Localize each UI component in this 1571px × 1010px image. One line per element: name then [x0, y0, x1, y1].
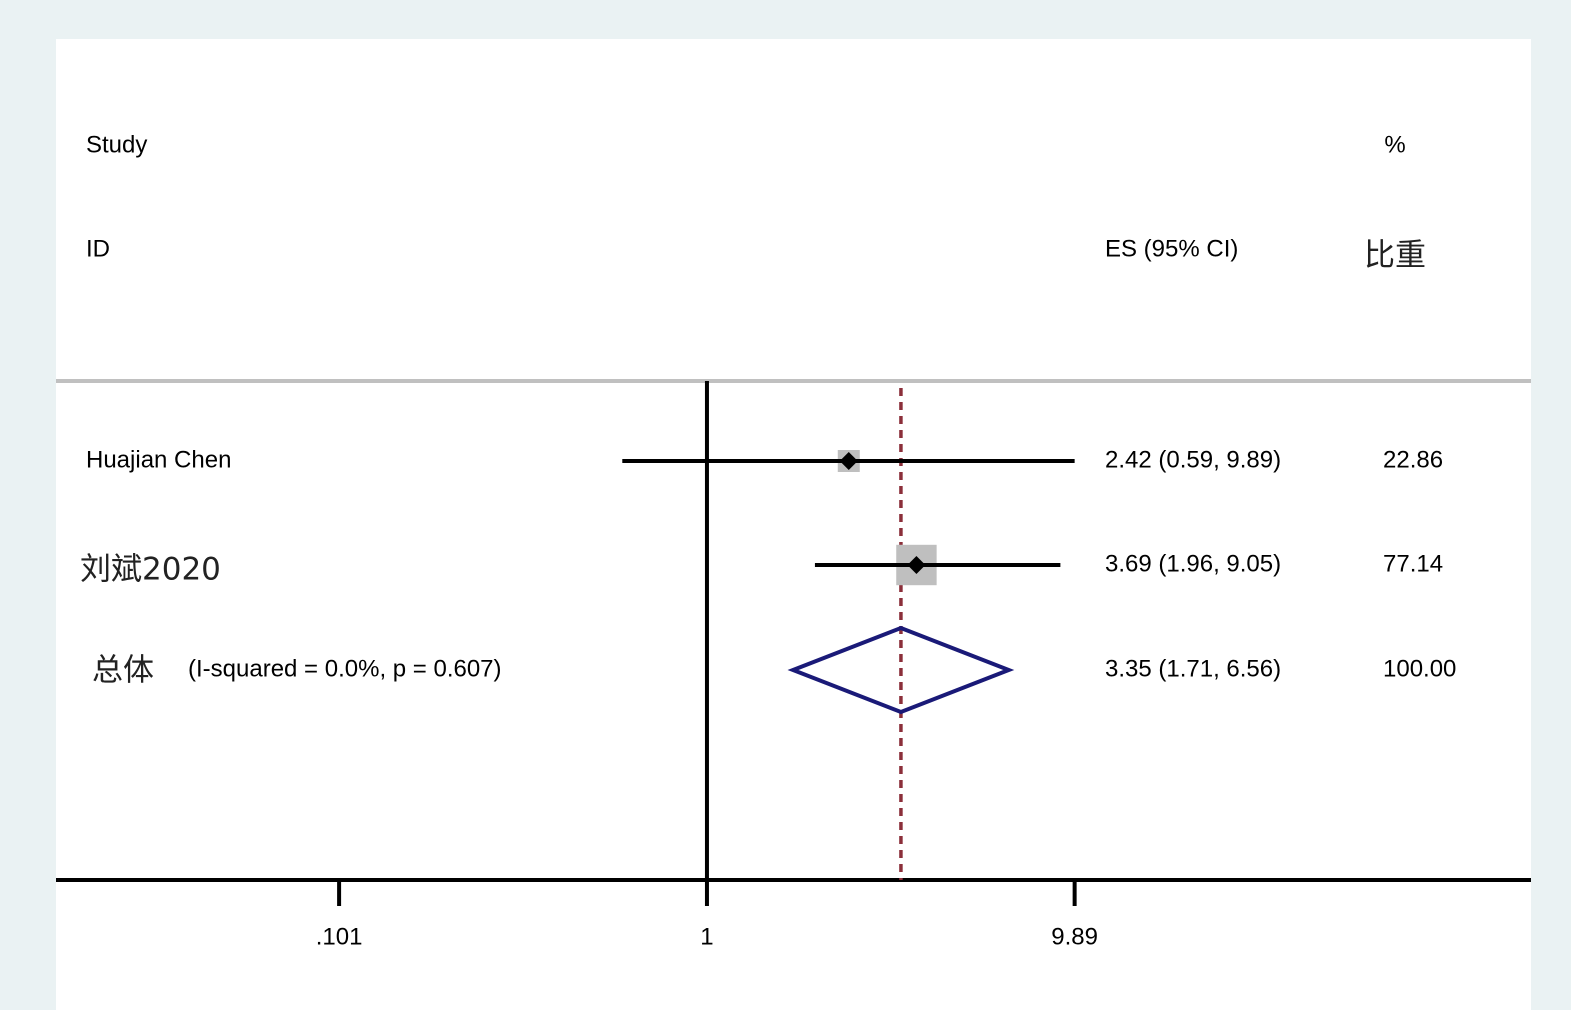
overall-note: (I-squared = 0.0%, p = 0.607): [188, 655, 502, 682]
study-name: Huajian Chen: [86, 446, 231, 473]
x-tick-label: 1: [700, 923, 713, 950]
point-estimate: [907, 556, 926, 574]
weight-label: 22.86: [1383, 446, 1443, 473]
header-id: ID: [86, 235, 110, 262]
weight-label: 77.14: [1383, 550, 1443, 577]
header-study: Study: [86, 131, 147, 158]
x-tick-label: 9.89: [1051, 923, 1098, 950]
overall-name: 总体: [92, 653, 154, 689]
x-tick-label: .101: [316, 923, 363, 950]
header-weight: 比重: [1364, 238, 1426, 274]
es-label: 3.69 (1.96, 9.05): [1105, 550, 1281, 577]
study-name: 刘斌2020: [80, 552, 221, 588]
header-pct: %: [1384, 131, 1405, 158]
es-label: 3.35 (1.71, 6.56): [1105, 655, 1281, 682]
weight-label: 100.00: [1383, 655, 1456, 682]
overall-diamond: [787, 625, 1015, 715]
plot-panel: [56, 39, 1531, 1010]
header-es: ES (95% CI): [1105, 235, 1238, 262]
point-estimate: [839, 452, 858, 470]
es-label: 2.42 (0.59, 9.89): [1105, 446, 1281, 473]
